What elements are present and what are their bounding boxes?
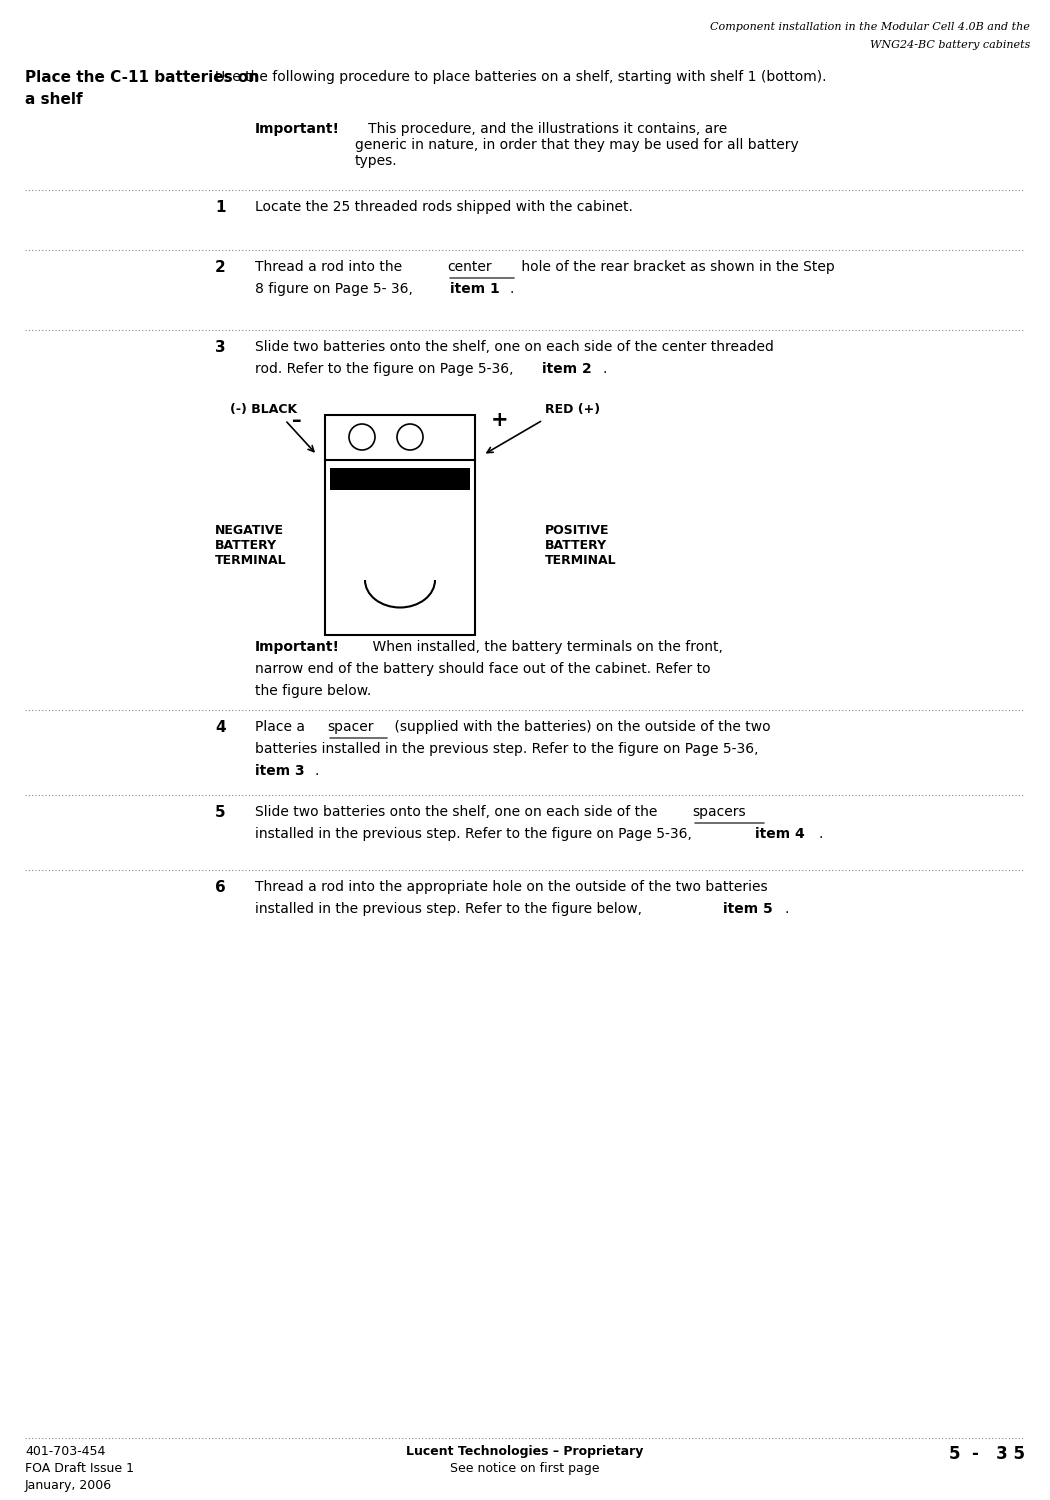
- Text: a shelf: a shelf: [25, 92, 83, 106]
- Text: Thread a rod into the appropriate hole on the outside of the two batteries: Thread a rod into the appropriate hole o…: [255, 880, 768, 894]
- Text: Lucent Technologies – Proprietary: Lucent Technologies – Proprietary: [406, 1444, 644, 1458]
- Text: Component installation in the Modular Cell 4.0B and the: Component installation in the Modular Ce…: [710, 22, 1030, 32]
- Circle shape: [349, 424, 375, 450]
- Text: rod. Refer to the figure on Page 5-36,: rod. Refer to the figure on Page 5-36,: [255, 362, 518, 376]
- Bar: [330, 468, 470, 490]
- Circle shape: [397, 424, 423, 450]
- Text: spacers: spacers: [692, 806, 746, 819]
- Text: FOA Draft Issue 1: FOA Draft Issue 1: [25, 1462, 134, 1474]
- Text: .: .: [510, 282, 514, 296]
- Text: This procedure, and the illustrations it contains, are
generic in nature, in ord: This procedure, and the illustrations it…: [355, 122, 799, 168]
- Text: 4: 4: [215, 720, 226, 735]
- Text: (supplied with the batteries) on the outside of the two: (supplied with the batteries) on the out…: [390, 720, 771, 734]
- Text: Place a: Place a: [255, 720, 310, 734]
- Text: hole of the rear bracket as shown in the Step: hole of the rear bracket as shown in the…: [517, 260, 835, 274]
- Text: spacer: spacer: [327, 720, 374, 734]
- Text: .: .: [818, 827, 822, 842]
- Text: Important!: Important!: [255, 640, 340, 654]
- Text: 3: 3: [215, 340, 226, 356]
- Text: Slide two batteries onto the shelf, one on each side of the center threaded: Slide two batteries onto the shelf, one …: [255, 340, 774, 354]
- Text: item 4: item 4: [755, 827, 804, 842]
- Text: Thread a rod into the: Thread a rod into the: [255, 260, 406, 274]
- Text: item 3: item 3: [255, 764, 304, 778]
- Text: See notice on first page: See notice on first page: [450, 1462, 600, 1474]
- Text: 401-703-454: 401-703-454: [25, 1444, 105, 1458]
- Text: Place the C-11 batteries on: Place the C-11 batteries on: [25, 70, 259, 86]
- Bar: [326, 416, 475, 634]
- Text: item 1: item 1: [450, 282, 500, 296]
- Text: NEGATIVE
BATTERY
TERMINAL: NEGATIVE BATTERY TERMINAL: [215, 524, 287, 567]
- Text: January, 2006: January, 2006: [25, 1479, 112, 1492]
- Text: installed in the previous step. Refer to the figure below,: installed in the previous step. Refer to…: [255, 902, 647, 916]
- Text: Use the following procedure to place batteries on a shelf, starting with shelf 1: Use the following procedure to place bat…: [215, 70, 826, 84]
- Text: .: .: [315, 764, 319, 778]
- Text: POSITIVE
BATTERY
TERMINAL: POSITIVE BATTERY TERMINAL: [545, 524, 616, 567]
- Text: the figure below.: the figure below.: [255, 684, 372, 698]
- Text: –: –: [292, 411, 301, 429]
- Text: 8 figure on Page 5- 36,: 8 figure on Page 5- 36,: [255, 282, 417, 296]
- Text: 2: 2: [215, 260, 226, 274]
- Text: 5  -   3 5: 5 - 3 5: [949, 1444, 1025, 1462]
- Text: installed in the previous step. Refer to the figure on Page 5-36,: installed in the previous step. Refer to…: [255, 827, 696, 842]
- Text: RED (+): RED (+): [545, 404, 601, 417]
- Text: Important!: Important!: [255, 122, 340, 136]
- Text: .: .: [785, 902, 790, 916]
- Text: .: .: [603, 362, 607, 376]
- Text: Locate the 25 threaded rods shipped with the cabinet.: Locate the 25 threaded rods shipped with…: [255, 200, 633, 214]
- Text: 6: 6: [215, 880, 226, 896]
- Text: batteries installed in the previous step. Refer to the figure on Page 5-36,: batteries installed in the previous step…: [255, 742, 758, 756]
- Text: item 2: item 2: [542, 362, 592, 376]
- Text: item 5: item 5: [723, 902, 773, 916]
- Text: center: center: [447, 260, 491, 274]
- Text: 5: 5: [215, 806, 226, 820]
- Text: narrow end of the battery should face out of the cabinet. Refer to: narrow end of the battery should face ou…: [255, 662, 711, 676]
- Text: (-) BLACK: (-) BLACK: [230, 404, 297, 417]
- Text: When installed, the battery terminals on the front,: When installed, the battery terminals on…: [355, 640, 722, 654]
- Text: WNG24-BC battery cabinets: WNG24-BC battery cabinets: [869, 40, 1030, 50]
- Text: 1: 1: [215, 200, 226, 214]
- Text: Slide two batteries onto the shelf, one on each side of the: Slide two batteries onto the shelf, one …: [255, 806, 662, 819]
- Text: +: +: [491, 410, 509, 430]
